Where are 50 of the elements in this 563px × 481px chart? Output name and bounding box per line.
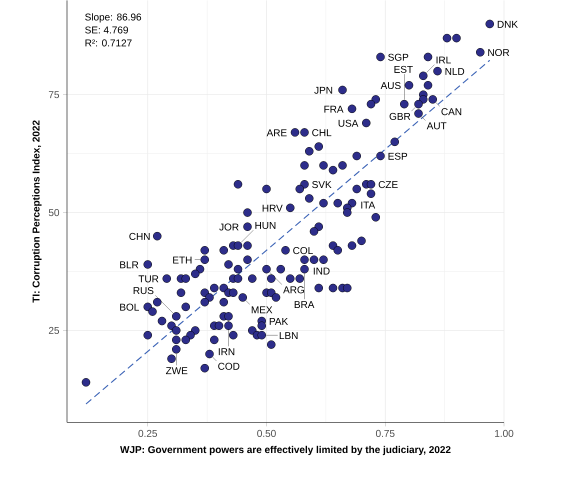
x-axis-title: WJP: Government powers are effectively limited by the judiciary, 2022 [120,446,451,455]
annotation: CHL [312,128,332,136]
annotation: BOL [120,303,139,310]
annotation: R²: 0.7127 [85,39,132,46]
annotation: GBR [390,112,410,120]
y-tick-label: 25 [48,326,60,334]
annotation: JPN [314,86,332,94]
annotation: ARG [283,286,304,294]
annotation: AUT [426,122,446,130]
annotation: Slope: 86.96 [85,13,142,22]
annotation: SE: 4.769 [85,26,128,34]
annotation: TUR [138,275,158,282]
annotation: DNK [498,20,518,28]
annotation: NOR [488,48,510,56]
x-tick-label: 1.00 [495,430,514,437]
annotation: RUS [134,286,154,294]
annotation: ETH [173,256,192,264]
annotation: IRN [218,348,234,355]
annotation: ZWE [166,367,188,374]
annotation: ARE [266,129,287,136]
annotation: FRA [324,106,344,112]
annotation: NLD [446,68,464,75]
annotation: USA [338,120,358,127]
x-tick-label: 0.75 [376,430,395,437]
x-tick-label: 0.50 [257,430,276,437]
annotation: AUS [380,82,401,89]
annotation: HUN [255,222,276,229]
annotation: EST [394,66,413,73]
annotation: SGP [388,54,408,61]
annotation: SVK [312,180,332,188]
annotation: MEX [252,306,272,314]
annotation: CHN [129,232,150,240]
x-tick-label: 0.25 [138,430,158,437]
annotation: HRV [262,204,283,212]
annotation: ESP [388,152,408,160]
annotation: ITA [361,201,376,208]
y-tick-label: 50 [48,208,60,216]
y-tick-label: 75 [48,91,60,98]
annotation: BLR [120,261,138,268]
annotation: JOR [219,223,239,230]
annotation: BRA [294,300,314,308]
annotation: PAK [270,318,288,325]
annotation: LBN [280,332,298,339]
annotation: IRL [436,56,451,64]
y-axis-title: TI: Corruption Perceptions Index, 2022 [32,120,42,302]
annotation: CZE [378,180,398,188]
annotation: COL [293,246,313,254]
annotation: CAN [441,108,462,116]
annotation: IND [314,267,330,274]
annotation: COD [218,362,240,370]
